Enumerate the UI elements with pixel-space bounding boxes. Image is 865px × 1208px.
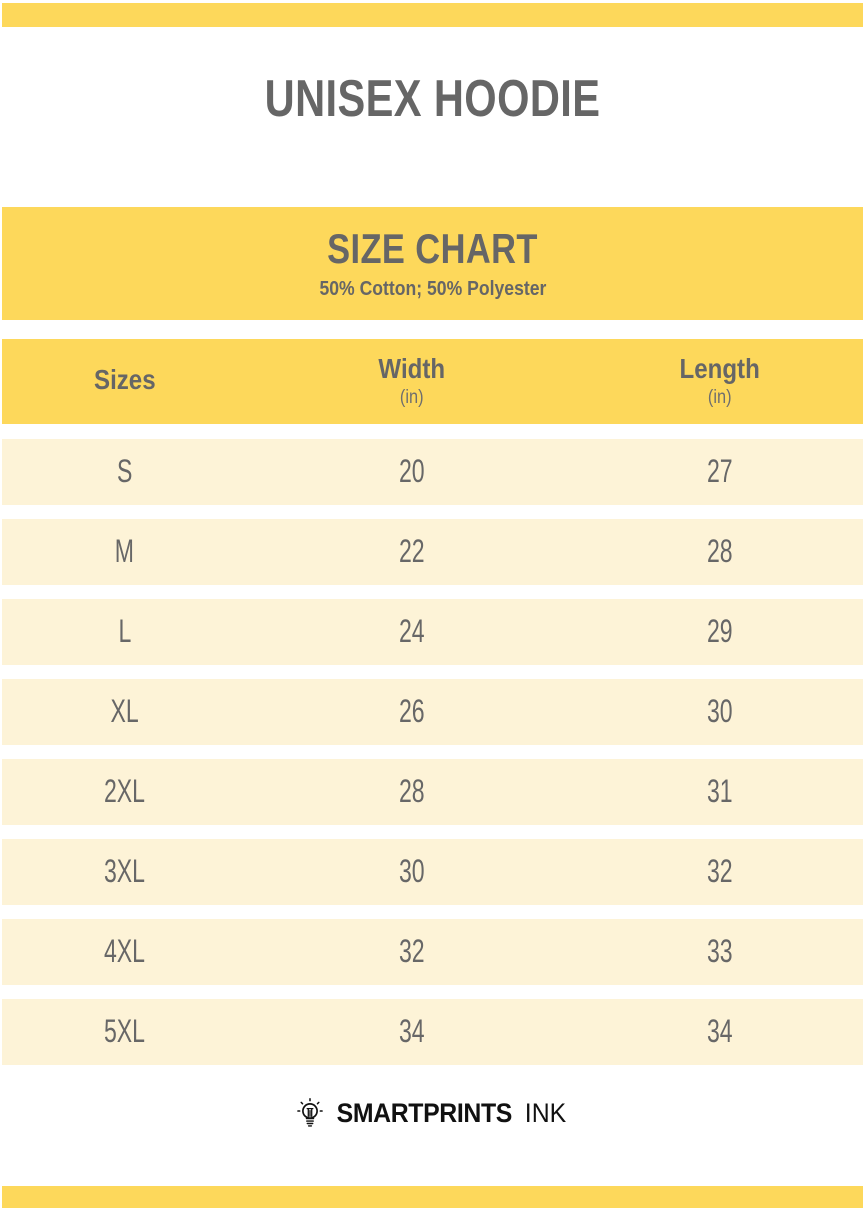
cell-width-value: 34 — [399, 1013, 425, 1050]
table-row: 2XL 28 31 — [2, 759, 863, 825]
cell-width-value: 22 — [399, 533, 425, 570]
cell-length-value: 28 — [707, 533, 733, 570]
size-table: Sizes Width (in) Length (in) S 20 27 M 2… — [2, 339, 863, 1079]
cell-size-value: S — [116, 453, 133, 490]
cell-width: 28 — [247, 775, 577, 809]
cell-width-value: 30 — [399, 853, 425, 890]
cell-size-value: 5XL — [104, 1013, 145, 1050]
cell-length: 32 — [577, 855, 863, 889]
banner-subtitle: 50% Cotton; 50% Polyester — [319, 278, 546, 301]
column-header-length-unit: (in) — [708, 386, 732, 408]
cell-size-value: 3XL — [104, 853, 145, 890]
cell-length-value: 31 — [707, 773, 733, 810]
table-row: S 20 27 — [2, 439, 863, 505]
cell-width: 32 — [247, 935, 577, 969]
cell-width: 26 — [247, 695, 577, 729]
cell-size: 5XL — [2, 1015, 247, 1049]
cell-length-value: 32 — [707, 853, 733, 890]
brand-logo: SMARTPRINTS INK — [0, 1098, 865, 1128]
column-header-width: Width (in) — [247, 352, 577, 410]
column-header-width-label: Width — [378, 352, 446, 384]
lightbulb-icon — [296, 1098, 323, 1127]
cell-size: M — [2, 535, 247, 569]
table-row: 3XL 30 32 — [2, 839, 863, 905]
bottom-accent-bar — [2, 1186, 863, 1208]
table-header-row: Sizes Width (in) Length (in) — [2, 339, 863, 424]
table-row: 5XL 34 34 — [2, 999, 863, 1065]
cell-size: XL — [2, 695, 247, 729]
column-header-length: Length (in) — [577, 352, 863, 410]
cell-length: 34 — [577, 1015, 863, 1049]
cell-size: L — [2, 615, 247, 649]
cell-length-value: 34 — [707, 1013, 733, 1050]
size-chart-banner: SIZE CHART 50% Cotton; 50% Polyester — [2, 207, 863, 320]
cell-length: 27 — [577, 455, 863, 489]
column-header-sizes: Sizes — [2, 364, 247, 398]
cell-width: 30 — [247, 855, 577, 889]
cell-width: 20 — [247, 455, 577, 489]
cell-length: 30 — [577, 695, 863, 729]
cell-width-value: 28 — [399, 773, 425, 810]
cell-width: 34 — [247, 1015, 577, 1049]
cell-length-value: 30 — [707, 693, 733, 730]
cell-size-value: 4XL — [104, 933, 145, 970]
cell-length-value: 27 — [707, 453, 733, 490]
cell-width: 22 — [247, 535, 577, 569]
table-row: 4XL 32 33 — [2, 919, 863, 985]
cell-size-value: M — [114, 533, 135, 570]
cell-length: 29 — [577, 615, 863, 649]
cell-length-value: 33 — [707, 933, 733, 970]
cell-size-value: 2XL — [104, 773, 145, 810]
cell-width: 24 — [247, 615, 577, 649]
brand-suffix: INK — [525, 1097, 567, 1128]
brand-name: SMARTPRINTS — [336, 1097, 512, 1128]
cell-size-value: XL — [110, 693, 139, 730]
cell-length: 33 — [577, 935, 863, 969]
cell-width-value: 26 — [399, 693, 425, 730]
column-header-length-label: Length — [679, 352, 761, 384]
cell-length: 28 — [577, 535, 863, 569]
cell-width-value: 32 — [399, 933, 425, 970]
cell-width-value: 24 — [399, 613, 425, 650]
table-row: L 24 29 — [2, 599, 863, 665]
table-row: M 22 28 — [2, 519, 863, 585]
cell-width-value: 20 — [399, 453, 425, 490]
table-row: XL 26 30 — [2, 679, 863, 745]
cell-size: 2XL — [2, 775, 247, 809]
cell-size: 4XL — [2, 935, 247, 969]
cell-length-value: 29 — [707, 613, 733, 650]
page-title: UNISEX HOODIE — [264, 70, 601, 128]
cell-size: 3XL — [2, 855, 247, 889]
column-header-width-unit: (in) — [400, 386, 424, 408]
top-accent-bar — [2, 3, 863, 27]
cell-size-value: L — [118, 613, 131, 650]
banner-title: SIZE CHART — [327, 224, 538, 272]
cell-length: 31 — [577, 775, 863, 809]
column-header-sizes-label: Sizes — [93, 364, 156, 396]
cell-size: S — [2, 455, 247, 489]
